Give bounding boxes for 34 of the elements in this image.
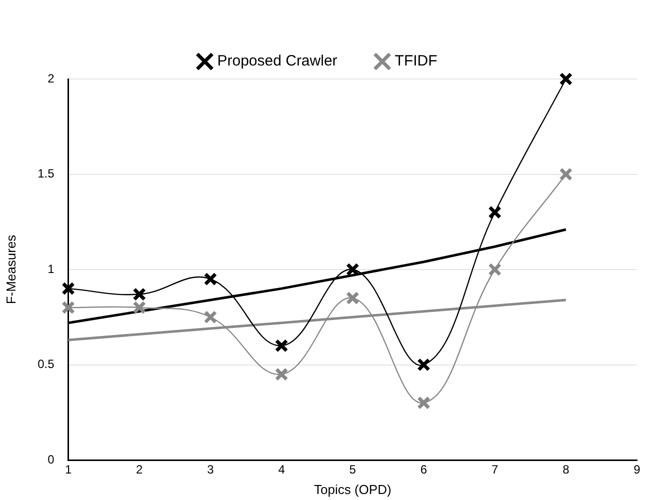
point: [559, 72, 573, 86]
y-tick-label: 0: [48, 452, 55, 466]
point: [488, 206, 502, 220]
y-tick-label: 0.5: [38, 357, 55, 372]
point: [559, 168, 573, 181]
point: [417, 358, 430, 372]
x-axis-title: Topics (OPD): [314, 482, 392, 497]
legend-label: Proposed Crawler: [217, 52, 338, 70]
y-tick-label: 1: [48, 262, 55, 276]
y-axis-title: F-Measures: [3, 234, 18, 304]
point: [132, 288, 146, 301]
point: [132, 300, 146, 314]
y-tick-label: 1.5: [38, 166, 55, 181]
point: [346, 291, 360, 305]
point: [62, 300, 75, 314]
point: [204, 310, 218, 324]
x-tick-label: 3: [207, 462, 214, 477]
x-tick-label: 7: [491, 462, 498, 477]
x-tick-label: 4: [278, 462, 286, 477]
point: [488, 262, 502, 276]
y-tick-label: 2: [48, 71, 55, 86]
x-tick-label: 8: [562, 462, 570, 477]
x-tick-label: 2: [136, 462, 144, 477]
point: [62, 282, 75, 296]
point: [274, 368, 288, 381]
point: [417, 396, 430, 410]
legend-label: TFIDF: [394, 52, 438, 70]
x-tick-label: 9: [634, 462, 641, 477]
point: [346, 262, 360, 276]
point: [204, 272, 218, 286]
x-tick-label: 6: [420, 462, 428, 477]
x-tick-label: 5: [349, 462, 356, 477]
point: [274, 339, 288, 352]
x-tick-label: 1: [64, 462, 72, 477]
